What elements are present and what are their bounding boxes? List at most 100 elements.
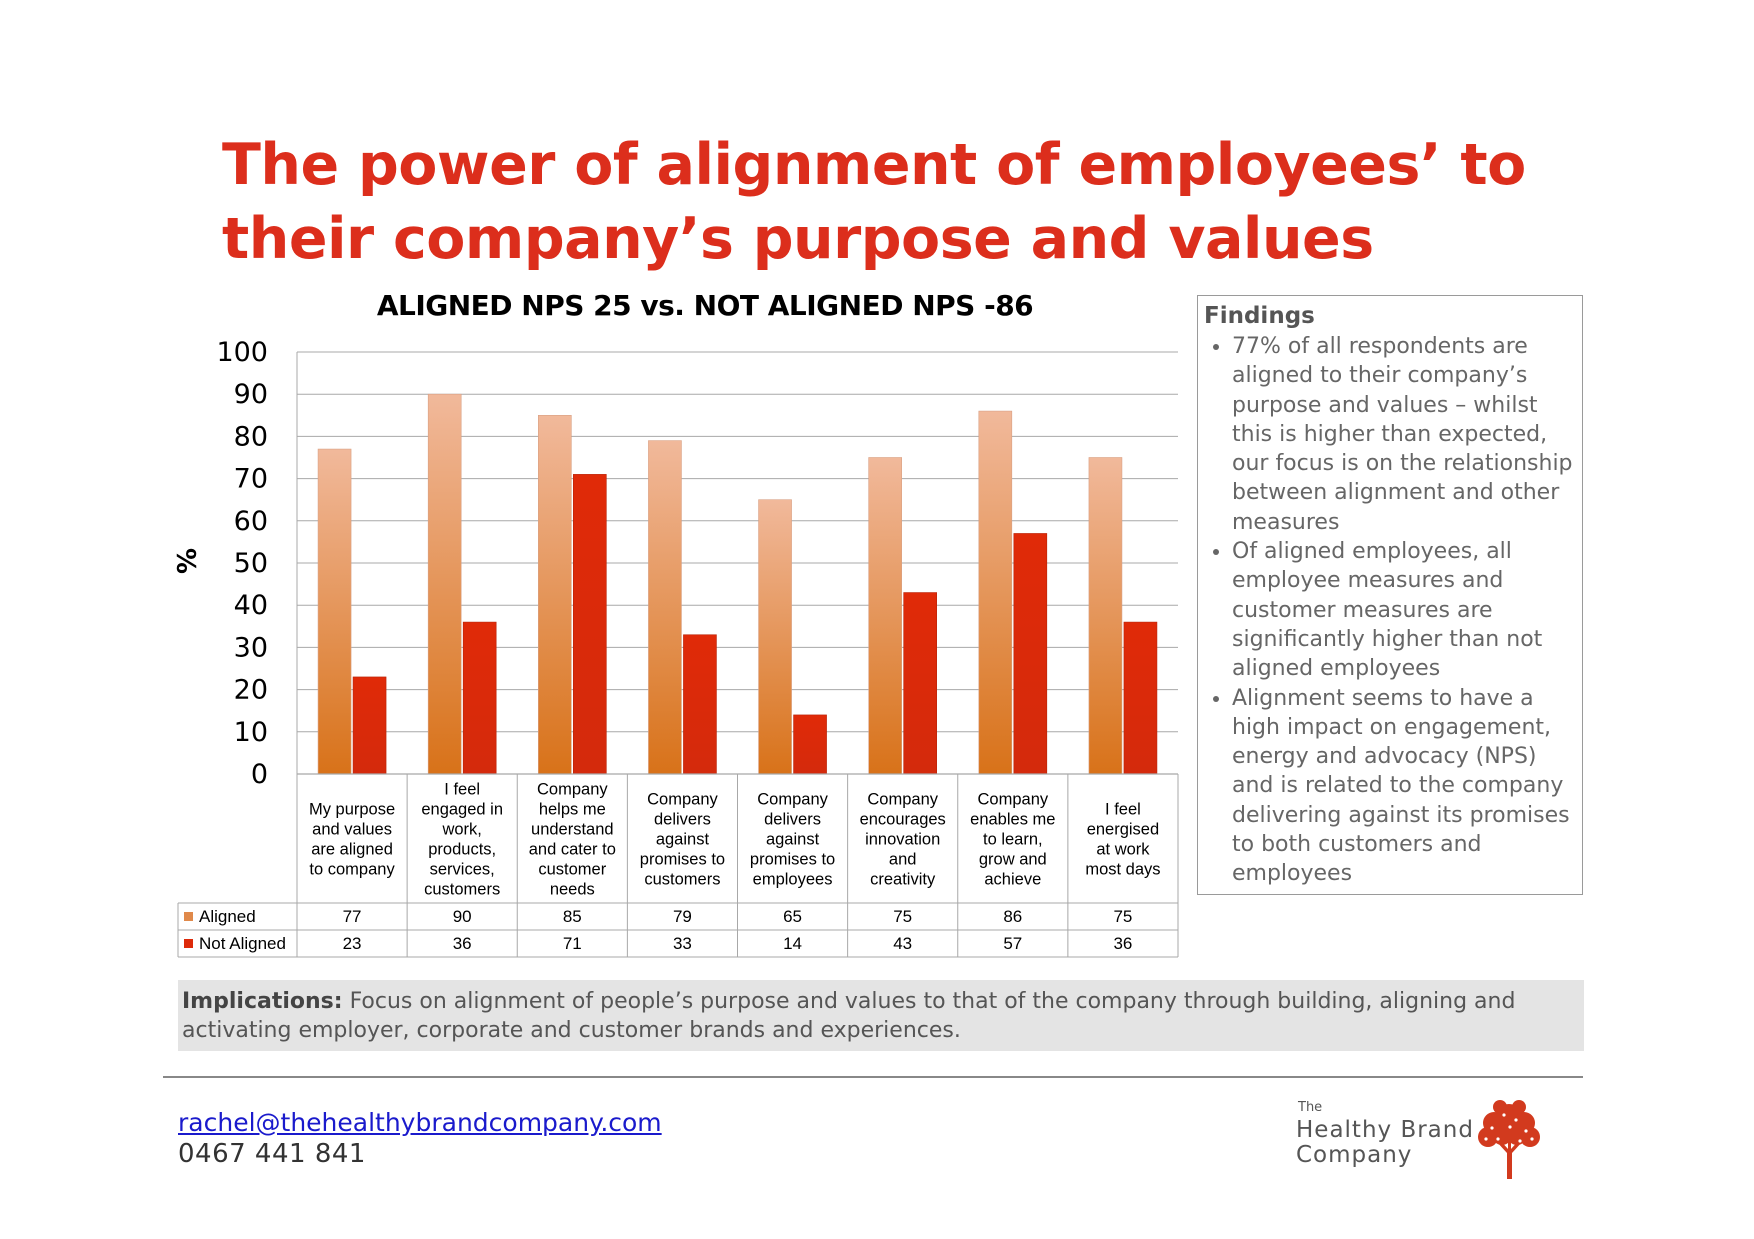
- x-tick-label: to company: [309, 861, 395, 879]
- x-tick-label: delivers: [764, 811, 821, 829]
- logo-small-text: The: [1298, 1100, 1323, 1115]
- data-table-value: 75: [1113, 907, 1132, 926]
- company-logo: The Healthy Brand Company: [1296, 1100, 1566, 1180]
- legend-key: [184, 912, 193, 921]
- legend-label: Not Aligned: [199, 934, 286, 953]
- x-tick-label: Company: [647, 791, 718, 809]
- page-title: The power of alignment of employees’ to …: [222, 128, 1526, 276]
- data-table-value: 23: [343, 934, 362, 953]
- bar-not-aligned: [1013, 533, 1048, 775]
- x-tick-label: creativity: [870, 871, 936, 889]
- x-tick-label: enables me: [970, 811, 1055, 829]
- x-tick-label: delivers: [654, 811, 711, 829]
- bar-not-aligned: [683, 634, 717, 775]
- email-link[interactable]: rachel@thehealthybrandcompany.com: [178, 1108, 662, 1137]
- findings-box: Findings 77% of all respondents are alig…: [1197, 295, 1583, 895]
- y-tick-label: 30: [234, 632, 268, 663]
- bar-not-aligned: [352, 676, 387, 775]
- findings-bullet-3: Alignment seems to have a high impact on…: [1232, 684, 1576, 889]
- bar-aligned: [758, 499, 792, 775]
- bar-chart: 0 10 20 30 40 50 60 70 80 90 100% My purpose and val…: [173, 337, 1179, 958]
- data-table-value: 71: [563, 934, 582, 953]
- bar-aligned: [538, 414, 572, 775]
- x-tick-label: grow and: [979, 851, 1047, 869]
- data-table-value: 77: [343, 907, 362, 926]
- bar-not-aligned: [573, 474, 607, 775]
- chart-title: ALIGNED NPS 25 vs. NOT ALIGNED NPS -86: [376, 289, 1034, 322]
- x-tick-label: customers: [644, 871, 720, 889]
- x-tick-label: are aligned: [311, 841, 393, 859]
- findings-bullet-1: 77% of all respondents are aligned to th…: [1232, 332, 1576, 537]
- x-tick-label: Company: [978, 791, 1049, 809]
- bar-not-aligned: [1123, 621, 1158, 775]
- x-tick-label: and: [889, 851, 917, 869]
- x-tick-label: understand: [531, 821, 614, 839]
- data-table-value: 75: [893, 907, 912, 926]
- x-tick-label: customers: [424, 881, 500, 899]
- data-table-value: 33: [673, 934, 692, 953]
- y-tick-label: 100: [216, 337, 268, 368]
- y-axis-label: %: [173, 548, 203, 574]
- data-table-value: 57: [1003, 934, 1022, 953]
- x-tick-label: energised: [1087, 821, 1159, 839]
- x-tick-label: promises to: [750, 851, 835, 869]
- y-tick-label: 50: [234, 548, 268, 579]
- x-tick-label: Company: [537, 781, 608, 799]
- x-tick-label: employees: [753, 871, 833, 889]
- logo-line-1: Healthy Brand: [1296, 1117, 1474, 1143]
- page-title-line-2: their company’s purpose and values: [222, 206, 1374, 272]
- data-table-value: 90: [453, 907, 472, 926]
- x-tick-label: at work: [1096, 841, 1150, 859]
- footer-divider: [163, 1076, 1583, 1078]
- implications-box: Implications: Focus on alignment of peop…: [178, 980, 1584, 1051]
- x-tick-label: work,: [441, 821, 481, 839]
- page-title-line-1: The power of alignment of employees’ to: [222, 132, 1526, 198]
- bar-aligned: [648, 440, 682, 775]
- x-tick-label: achieve: [984, 871, 1041, 889]
- x-tick-label: needs: [550, 881, 595, 899]
- x-tick-label: engaged in: [421, 801, 503, 819]
- data-table-value: 36: [1113, 934, 1132, 953]
- phone-number: 0467 441 841: [178, 1139, 366, 1169]
- x-tick-label: products,: [428, 841, 496, 859]
- x-tick-label: I feel: [1105, 801, 1141, 819]
- y-tick-label: 0: [251, 759, 268, 790]
- data-table-value: 65: [783, 907, 802, 926]
- x-tick-label: My purpose: [309, 801, 395, 819]
- logo-line-2: Company: [1296, 1142, 1413, 1168]
- findings-heading: Findings: [1204, 303, 1315, 329]
- x-tick-label: Company: [867, 791, 938, 809]
- x-tick-label: encourages: [860, 811, 946, 829]
- x-tick-label: promises to: [640, 851, 725, 869]
- findings-bullet-2: Of aligned employees, all employee measu…: [1232, 537, 1576, 683]
- bar-aligned: [868, 457, 902, 775]
- x-tick-label: against: [766, 831, 820, 849]
- bar-aligned: [427, 393, 462, 775]
- data-table-value: 43: [893, 934, 912, 953]
- y-tick-label: 90: [234, 379, 268, 410]
- x-tick-label: most days: [1085, 861, 1160, 879]
- y-tick-label: 20: [234, 675, 268, 706]
- legend-key: [184, 939, 193, 948]
- bar-not-aligned: [793, 714, 827, 775]
- x-tick-label: helps me: [539, 801, 606, 819]
- tree-icon: [1478, 1100, 1540, 1179]
- y-tick-label: 80: [234, 421, 268, 452]
- bar-not-aligned: [462, 621, 497, 775]
- x-tick-label: customer: [538, 861, 606, 879]
- y-tick-label: 60: [234, 506, 268, 537]
- implications-text: Focus on alignment of people’s purpose a…: [182, 989, 1516, 1043]
- y-tick-label: 10: [234, 717, 268, 748]
- x-tick-label: and values: [312, 821, 392, 839]
- bar-aligned: [1088, 457, 1123, 775]
- x-tick-label: I feel: [444, 781, 480, 799]
- bar-aligned: [317, 448, 352, 775]
- implications-label: Implications:: [182, 989, 343, 1014]
- legend-label: Aligned: [199, 907, 256, 926]
- x-tick-label: innovation: [865, 831, 940, 849]
- y-tick-label: 40: [234, 590, 268, 621]
- x-tick-label: and cater to: [529, 841, 616, 859]
- bar-aligned: [978, 410, 1013, 775]
- data-table-value: 14: [783, 934, 802, 953]
- findings-list: 77% of all respondents are aligned to th…: [1204, 332, 1576, 889]
